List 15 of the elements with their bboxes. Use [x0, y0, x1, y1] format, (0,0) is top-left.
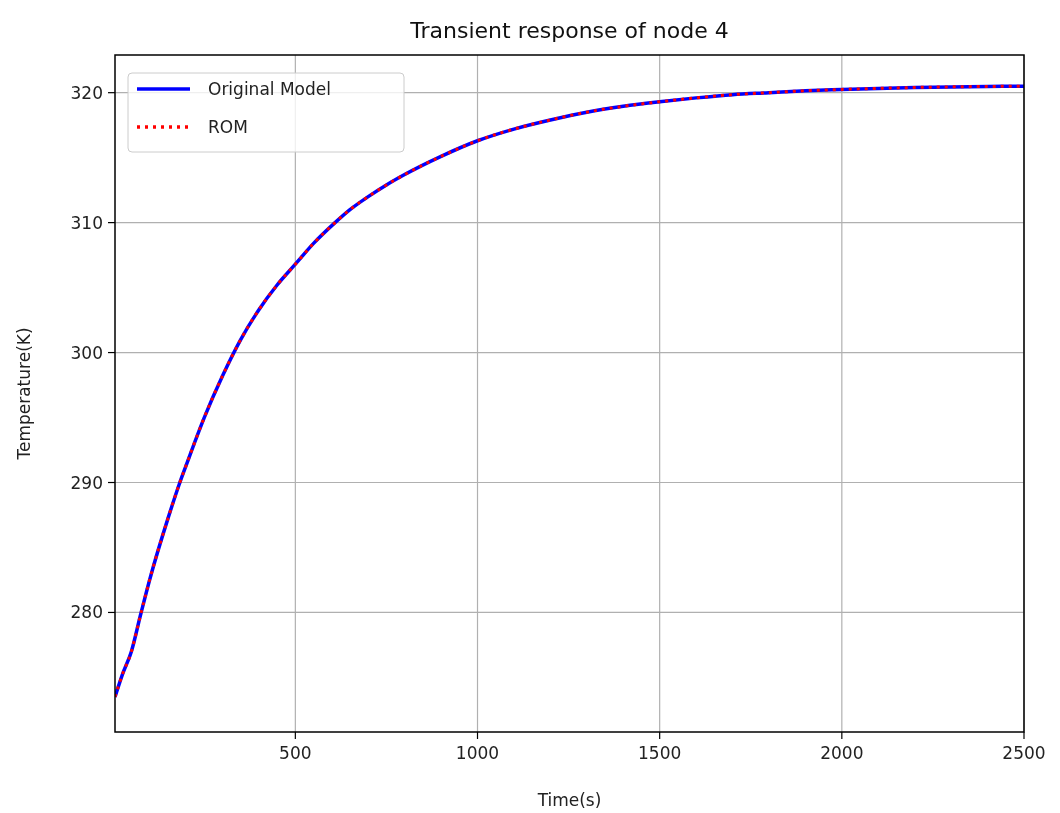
x-tick-label: 500: [279, 743, 312, 763]
x-axis-title: Time(s): [536, 790, 602, 810]
x-tick-label: 1000: [455, 743, 500, 763]
y-tick-label: 300: [70, 342, 103, 363]
x-tick-label: 1500: [638, 743, 682, 763]
y-tick-label: 320: [70, 82, 103, 103]
chart-title: Transient response of node 4: [409, 18, 729, 43]
y-tick-label: 290: [70, 472, 103, 493]
y-tick-label: 280: [70, 602, 103, 623]
legend-label: ROM: [208, 117, 248, 137]
y-axis-title: Temperature(K): [14, 327, 34, 461]
legend-label: Original Model: [208, 79, 331, 99]
x-tick-label: 2500: [1002, 743, 1046, 763]
x-tick-label: 2000: [820, 743, 864, 763]
y-tick-label: 310: [70, 212, 103, 233]
